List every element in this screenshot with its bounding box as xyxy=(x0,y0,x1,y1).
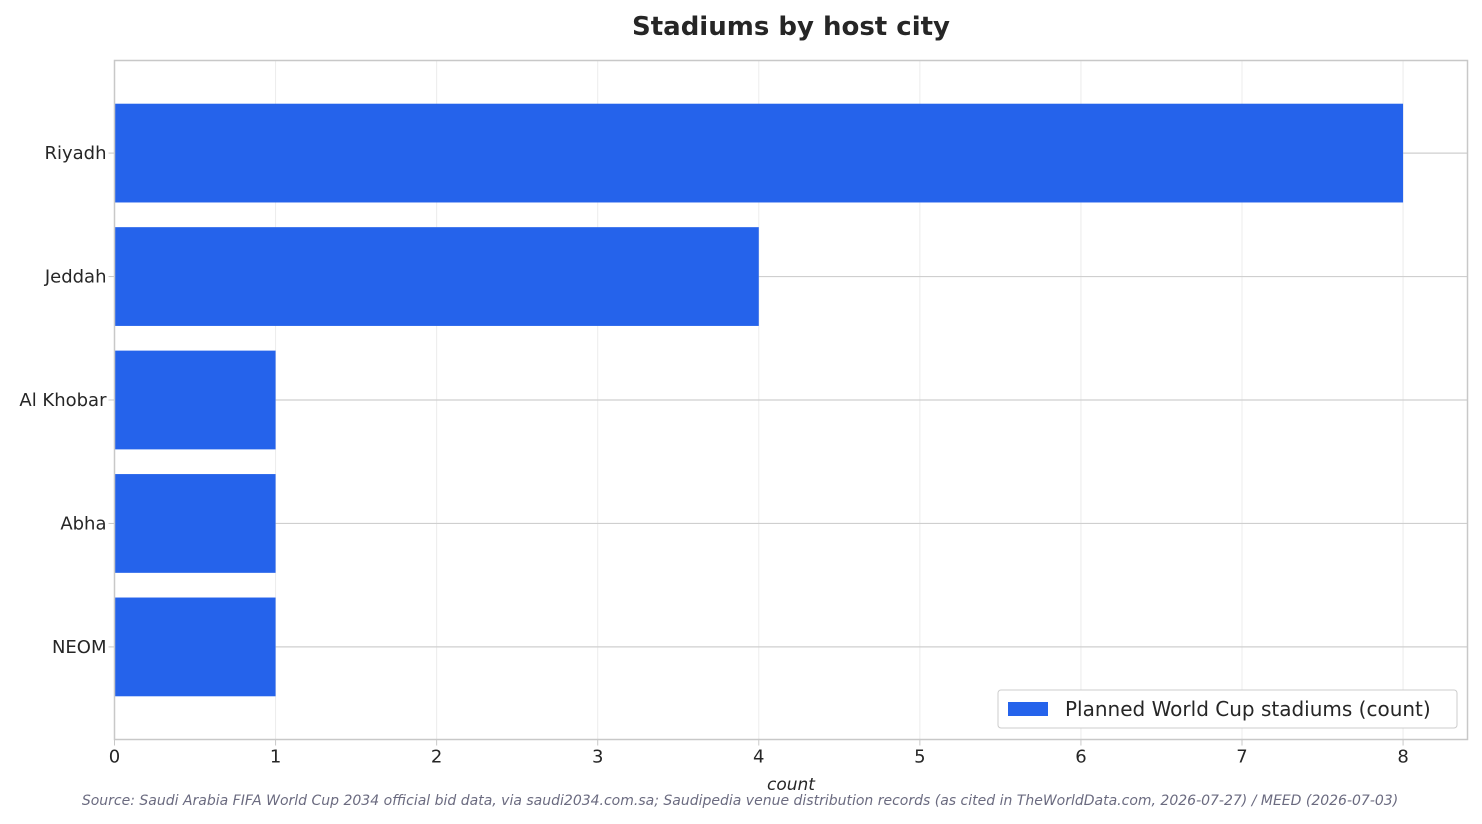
x-tick-label: 4 xyxy=(753,747,764,768)
x-tick-label: 7 xyxy=(1236,747,1247,768)
source-note: Source: Saudi Arabia FIFA World Cup 2034… xyxy=(82,793,1398,809)
legend-swatch xyxy=(1008,702,1048,716)
y-tick-label: NEOM xyxy=(52,637,107,658)
x-axis-label: count xyxy=(767,775,816,795)
x-axis-ticks: 0 1 2 3 4 5 6 7 8 xyxy=(109,739,1409,768)
bar-riyadh xyxy=(114,103,1404,203)
y-tick-label: Abha xyxy=(60,513,106,534)
bar-neom xyxy=(114,597,276,697)
bar-jeddah xyxy=(114,227,759,326)
x-tick-label: 8 xyxy=(1397,747,1408,768)
x-tick-label: 0 xyxy=(109,747,120,768)
chart-title: Stadiums by host city xyxy=(632,12,950,42)
bars-layer xyxy=(114,103,1404,697)
x-tick-label: 1 xyxy=(270,747,281,768)
legend-box xyxy=(997,689,1458,729)
bar-al-khobar xyxy=(114,350,276,450)
x-tick-label: 5 xyxy=(914,747,925,768)
bar-abha xyxy=(114,474,276,573)
legend-label: Planned World Cup stadiums (count) xyxy=(1065,697,1431,721)
x-tick-label: 3 xyxy=(592,747,603,768)
legend: Planned World Cup stadiums (count) xyxy=(997,689,1458,729)
y-tick-label: Al Khobar xyxy=(19,390,107,411)
y-axis-ticks: Riyadh Jeddah Al Khobar Abha NEOM xyxy=(19,143,115,658)
y-tick-label: Jeddah xyxy=(44,267,107,288)
x-tick-label: 2 xyxy=(431,747,442,768)
x-tick-label: 6 xyxy=(1075,747,1086,768)
y-tick-label: Riyadh xyxy=(44,143,106,164)
